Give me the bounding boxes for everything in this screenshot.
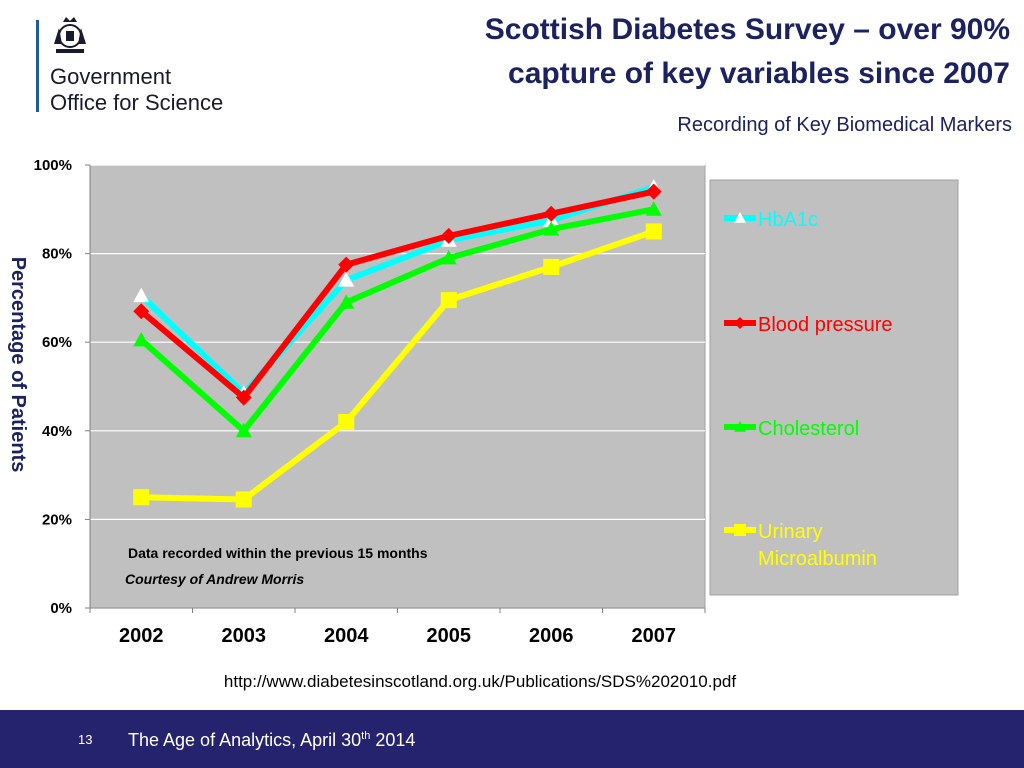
data-point-blood-pressure [133,303,150,320]
series-line-hba1c [139,184,655,397]
data-point-cholesterol [543,221,560,236]
legend-swatch-marker-blood-pressure [734,317,746,329]
data-point-urinary-microalbumin [645,223,662,240]
y-tick-label: 80% [42,246,72,263]
data-point-cholesterol [645,201,662,216]
annotation-courtesy: Courtesy of Andrew Morris [125,571,304,587]
footer-bar: 13 The Age of Analytics, April 30th 2014 [0,710,1024,768]
legend-swatch-marker-cholesterol [734,421,746,432]
slide-title: Scottish Diabetes Survey – over 90% capt… [485,8,1010,96]
royal-crest-icon [54,17,86,53]
y-axis-label: Percentage of Patients [7,257,29,473]
y-tick-label: 0% [50,600,72,617]
series-line-cholesterol [139,206,655,434]
data-point-urinary-microalbumin [133,489,150,506]
y-tick-label: 40% [42,423,72,440]
data-point-blood-pressure [338,256,355,273]
data-point-urinary-microalbumin [543,258,560,275]
x-tick-label: 2005 [427,625,472,647]
legend-label-cholesterol: Cholesterol [758,418,859,440]
data-point-urinary-microalbumin [440,292,457,309]
data-point-urinary-microalbumin [338,413,355,430]
annotation-data-window: Data recorded within the previous 15 mon… [128,545,428,561]
legend-box [709,179,959,596]
footer-text-year: 2014 [370,730,416,750]
logo-line-government: Government [50,64,172,89]
chart-subtitle: Recording of Key Biomedical Markers [677,114,1012,136]
data-point-cholesterol [235,422,252,438]
legend-label-urinary-microalbumin: Urinary [758,521,822,543]
x-tick-label: 2002 [119,625,164,647]
data-point-cholesterol [338,294,355,309]
data-point-hba1c [338,272,355,287]
x-tick-label: 2007 [632,625,677,647]
x-tick-label: 2006 [529,625,574,647]
slide-title-line-1: Scottish Diabetes Survey – over 90% [484,13,1010,46]
legend-swatch-marker-hba1c [734,212,746,223]
series-line-urinary-microalbumin [141,228,655,503]
legend-swatch-marker-urinary-microalbumin [734,524,746,536]
y-tick-label: 60% [42,334,72,351]
gov-office-science-logo: Government Office for Science [36,14,276,115]
data-point-blood-pressure [543,205,560,222]
data-point-blood-pressure [440,227,457,244]
data-point-cholesterol [133,331,150,347]
page-number: 13 [78,732,93,747]
source-url: http://www.diabetesinscotland.org.uk/Pub… [223,672,737,691]
legend-label-urinary-microalbumin: Microalbumin [758,548,877,570]
data-point-blood-pressure [645,183,662,200]
y-tick-label: 20% [42,511,72,528]
x-tick-label: 2004 [324,625,369,647]
logo-line-office-for-science: Office for Science [50,90,224,115]
legend-label-hba1c: HbA1c [758,209,818,231]
footer-text-main: The Age of Analytics, April 30 [128,730,362,750]
data-point-cholesterol [440,250,457,265]
footer-text: The Age of Analytics, April 30th 2014 [128,730,415,751]
data-point-urinary-microalbumin [235,491,252,508]
legend-label-blood-pressure: Blood pressure [758,314,893,336]
series-line-blood-pressure [139,188,655,401]
y-tick-label: 100% [34,157,72,174]
footer-text-superscript: th [361,730,371,742]
data-point-hba1c [133,287,150,303]
x-tick-label: 2003 [222,625,267,647]
data-point-blood-pressure [235,389,252,406]
line-chart: 0% 20% 40% 60% 80% 100% 2002 2003 2004 2005 2006 20… [7,157,959,647]
plot-area [89,164,706,609]
slide-title-line-2: capture of key variables since 2007 [508,57,1010,90]
logo-divider-bar [36,20,39,112]
